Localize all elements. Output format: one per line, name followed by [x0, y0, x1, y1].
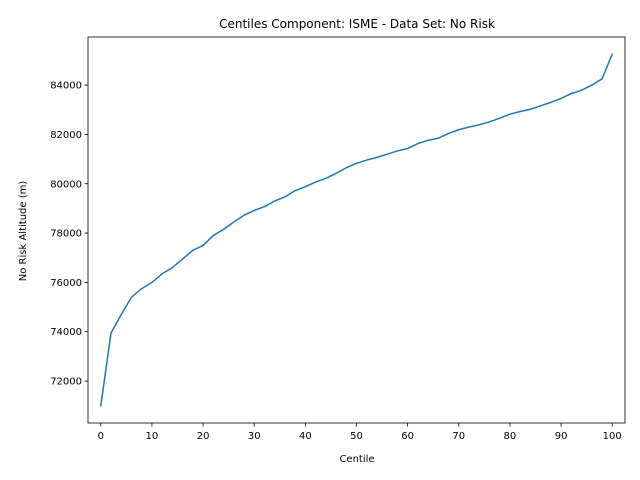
- chart-title: Centiles Component: ISME - Data Set: No …: [219, 17, 495, 31]
- y-tick-label: 76000: [50, 278, 82, 289]
- x-tick-label: 50: [350, 431, 363, 442]
- y-tick-label: 84000: [50, 81, 82, 92]
- x-tick-label: 10: [146, 431, 159, 442]
- series-line: [99, 53, 614, 407]
- x-tick-label: 0: [98, 431, 104, 442]
- x-tick-label: 70: [452, 431, 465, 442]
- x-axis-label: Centile: [339, 454, 374, 465]
- x-tick-label: 80: [504, 431, 517, 442]
- x-tick-label: 30: [248, 431, 261, 442]
- y-tick-label: 78000: [50, 229, 82, 240]
- x-tick-label: 90: [555, 431, 568, 442]
- y-tick-label: 72000: [50, 377, 82, 388]
- x-tick-label: 20: [197, 431, 210, 442]
- y-tick-label: 80000: [50, 179, 82, 190]
- x-tick-label: 60: [401, 431, 414, 442]
- y-tick-label: 74000: [50, 327, 82, 338]
- y-axis-label: No Risk Altitude (m): [18, 181, 29, 282]
- x-tick-label: 100: [603, 431, 622, 442]
- x-tick-label: 40: [299, 431, 312, 442]
- plot-area: [87, 36, 626, 424]
- y-axis: 72000 74000 76000 78000 80000 82000 84000: [50, 81, 88, 388]
- y-tick-label: 82000: [50, 130, 82, 141]
- x-axis: 0 10 20 30 40 50 60 70 80 90 100: [98, 423, 622, 442]
- plot-frame: [87, 36, 626, 424]
